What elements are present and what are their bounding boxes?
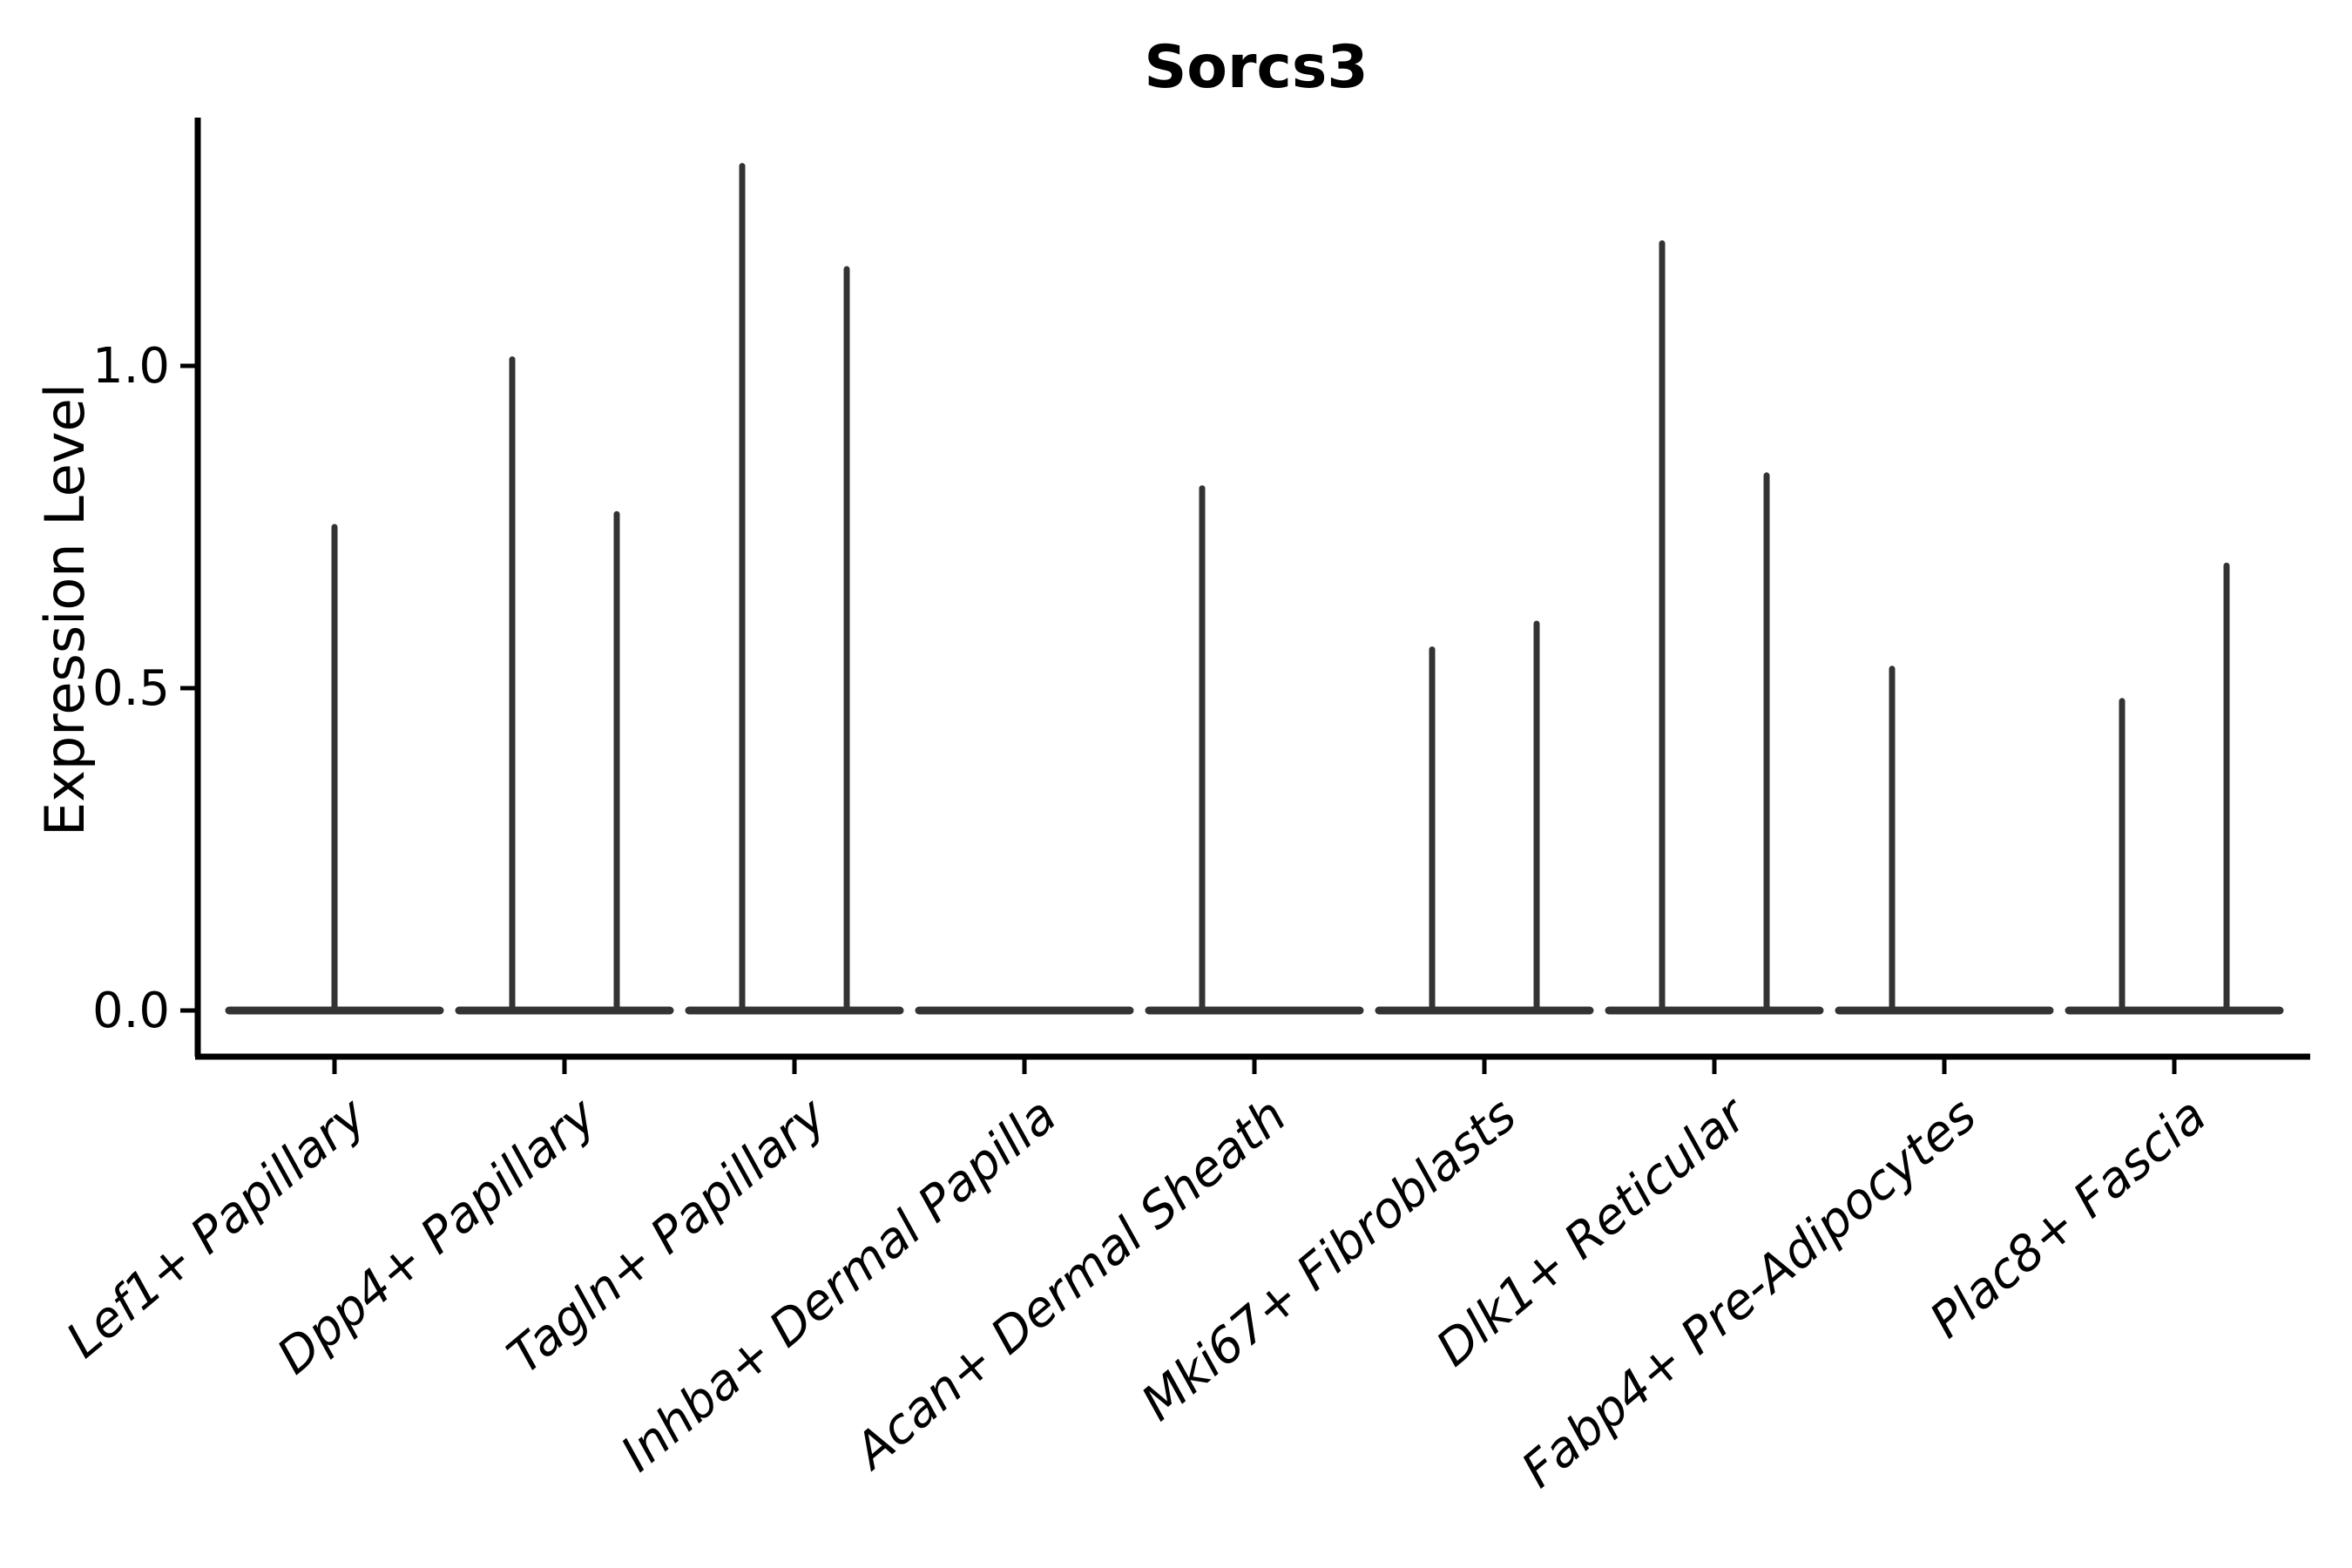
violin-2 — [455, 356, 674, 1015]
y-axis-label: Expression Level — [33, 383, 97, 836]
y-axis-ticks: 0.0 0.5 1.0 — [92, 338, 198, 1039]
violin-9 — [2065, 562, 2284, 1015]
violin-8 — [1835, 666, 2054, 1015]
y-tick-label: 1.0 — [92, 338, 170, 395]
x-tick-label: Inhba+ Dermal Papilla — [611, 1087, 1067, 1483]
y-tick-label: 0.5 — [92, 660, 170, 717]
y-tick-label: 0.0 — [92, 983, 170, 1039]
violin-7 — [1605, 240, 1824, 1015]
violin-5 — [1145, 485, 1364, 1015]
chart-title: Sorcs3 — [1144, 33, 1368, 102]
x-tick-label: Acan+ Dermal Sheath — [842, 1087, 1297, 1482]
x-tick-label: Mki67+ Fibroblasts — [1132, 1087, 1527, 1432]
violin-series — [225, 163, 2284, 1015]
x-axis-ticks — [332, 1057, 2177, 1074]
violin-6 — [1375, 620, 1594, 1015]
violin-3 — [685, 163, 904, 1015]
violin-1 — [225, 524, 444, 1015]
x-tick-label: Fabp4+ Pre-Adipocytes — [1511, 1087, 1987, 1499]
